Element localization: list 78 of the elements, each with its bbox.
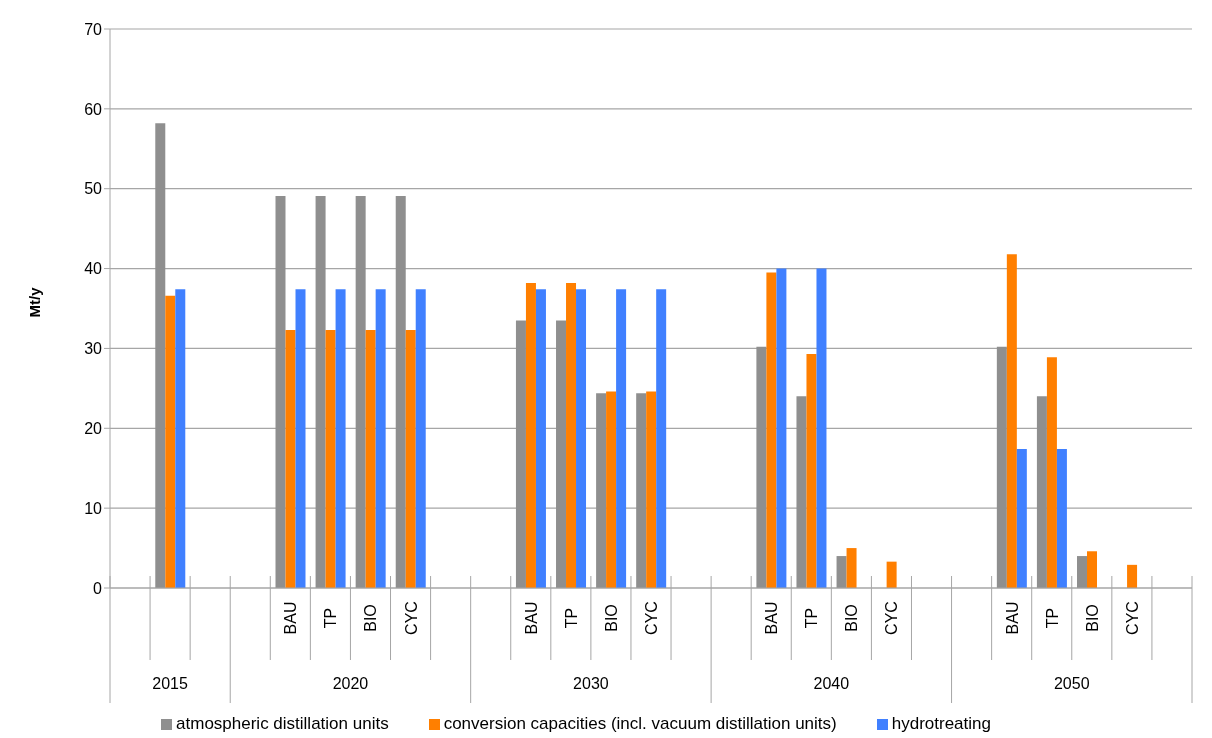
y-tick-label: 10 — [84, 499, 103, 517]
x-tick-label: BAU — [282, 601, 300, 635]
bar — [325, 330, 336, 588]
bar — [515, 320, 526, 588]
bar — [556, 320, 567, 588]
y-tick-label: 20 — [84, 419, 103, 437]
bar — [616, 289, 627, 588]
x-tick-label: TP — [562, 607, 580, 629]
bar — [816, 268, 827, 588]
bar — [806, 354, 817, 588]
x-tick-label: TP — [803, 607, 821, 629]
legend-label: conversion capacities (incl. vacuum distillation units) — [443, 714, 837, 733]
bar — [1016, 449, 1027, 588]
x-tick-label: BAU — [1003, 601, 1021, 635]
bar — [846, 548, 857, 588]
y-tick-label: 50 — [84, 180, 103, 198]
x-tick-label: BIO — [362, 604, 380, 632]
text: 2015 — [152, 675, 189, 692]
y-tick-label: 70 — [84, 20, 103, 38]
bar — [405, 330, 416, 588]
bar — [355, 195, 366, 588]
text: 2040 — [813, 675, 850, 692]
x-tick-label: BAU — [763, 601, 781, 635]
x-tick-label: BIO — [1083, 604, 1101, 632]
y-tick-label: 30 — [84, 340, 103, 358]
bar — [776, 268, 787, 588]
bar — [275, 195, 286, 588]
x-tick-label: BIO — [602, 604, 620, 632]
legend-label: hydrotreating — [891, 714, 991, 733]
y-tick-label: 0 — [93, 579, 103, 597]
bar — [996, 346, 1007, 588]
bar — [395, 195, 406, 588]
text: 2050 — [1053, 675, 1090, 692]
bar — [155, 123, 166, 588]
bar — [535, 289, 546, 588]
x-tick-label: CYC — [643, 601, 660, 635]
x-tick-label: BIO — [843, 604, 861, 632]
y-tick-label: 40 — [84, 260, 103, 278]
bar — [525, 282, 536, 588]
x-tick-label: CYC — [1123, 601, 1141, 635]
text: 2020 — [332, 675, 369, 692]
x-tick-label: CYC — [883, 601, 901, 635]
y-tick-label: 60 — [84, 100, 103, 118]
bar — [766, 272, 777, 588]
bar — [1076, 556, 1087, 588]
bar — [636, 393, 647, 588]
bar — [606, 391, 617, 588]
bar — [836, 556, 847, 588]
bar — [886, 561, 897, 588]
bar — [796, 396, 807, 588]
bar — [315, 195, 326, 588]
bar — [566, 282, 577, 588]
bar — [1036, 396, 1047, 588]
bar — [335, 289, 346, 588]
bar — [1127, 564, 1138, 588]
bar — [375, 289, 386, 588]
bar — [415, 289, 426, 588]
x-tick-label: TP — [322, 607, 340, 629]
x-tick-label: CYC — [402, 601, 420, 635]
bar — [175, 289, 186, 588]
bar — [646, 391, 657, 588]
bar — [1056, 449, 1067, 588]
bar — [165, 295, 176, 588]
bar — [656, 289, 667, 588]
legend-label: atmospheric distillation units — [176, 714, 389, 733]
bar — [596, 393, 607, 588]
bar — [756, 346, 767, 588]
y-axis-title: Mt/y — [26, 286, 43, 318]
bar — [1006, 254, 1017, 588]
bar — [295, 289, 306, 588]
bar — [285, 330, 296, 588]
text: 2030 — [573, 675, 609, 692]
bar — [576, 289, 587, 588]
bar — [1046, 357, 1057, 588]
bar — [365, 330, 376, 588]
bar — [1086, 551, 1097, 588]
x-tick-label: TP — [1043, 607, 1061, 629]
x-tick-label: BAU — [522, 601, 540, 635]
